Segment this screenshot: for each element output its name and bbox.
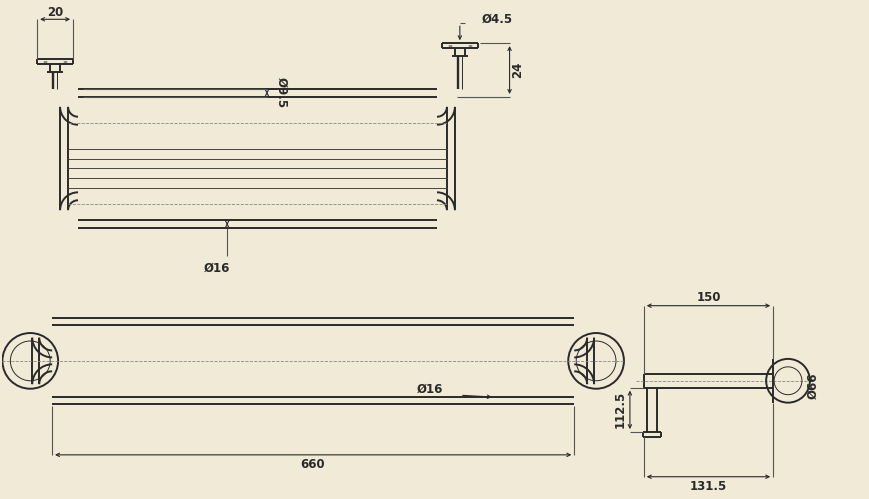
Text: Ø9.5: Ø9.5 xyxy=(275,77,288,108)
Text: 112.5: 112.5 xyxy=(613,391,626,429)
Text: 131.5: 131.5 xyxy=(689,480,726,493)
Text: 150: 150 xyxy=(695,291,720,304)
Text: 24: 24 xyxy=(510,62,523,78)
Text: Ø16: Ø16 xyxy=(204,261,230,274)
Text: Ø16: Ø16 xyxy=(416,383,442,396)
Text: Ø4.5: Ø4.5 xyxy=(481,13,512,26)
Text: 20: 20 xyxy=(47,6,63,19)
Text: 660: 660 xyxy=(300,458,325,471)
Text: Ø66: Ø66 xyxy=(806,372,819,399)
